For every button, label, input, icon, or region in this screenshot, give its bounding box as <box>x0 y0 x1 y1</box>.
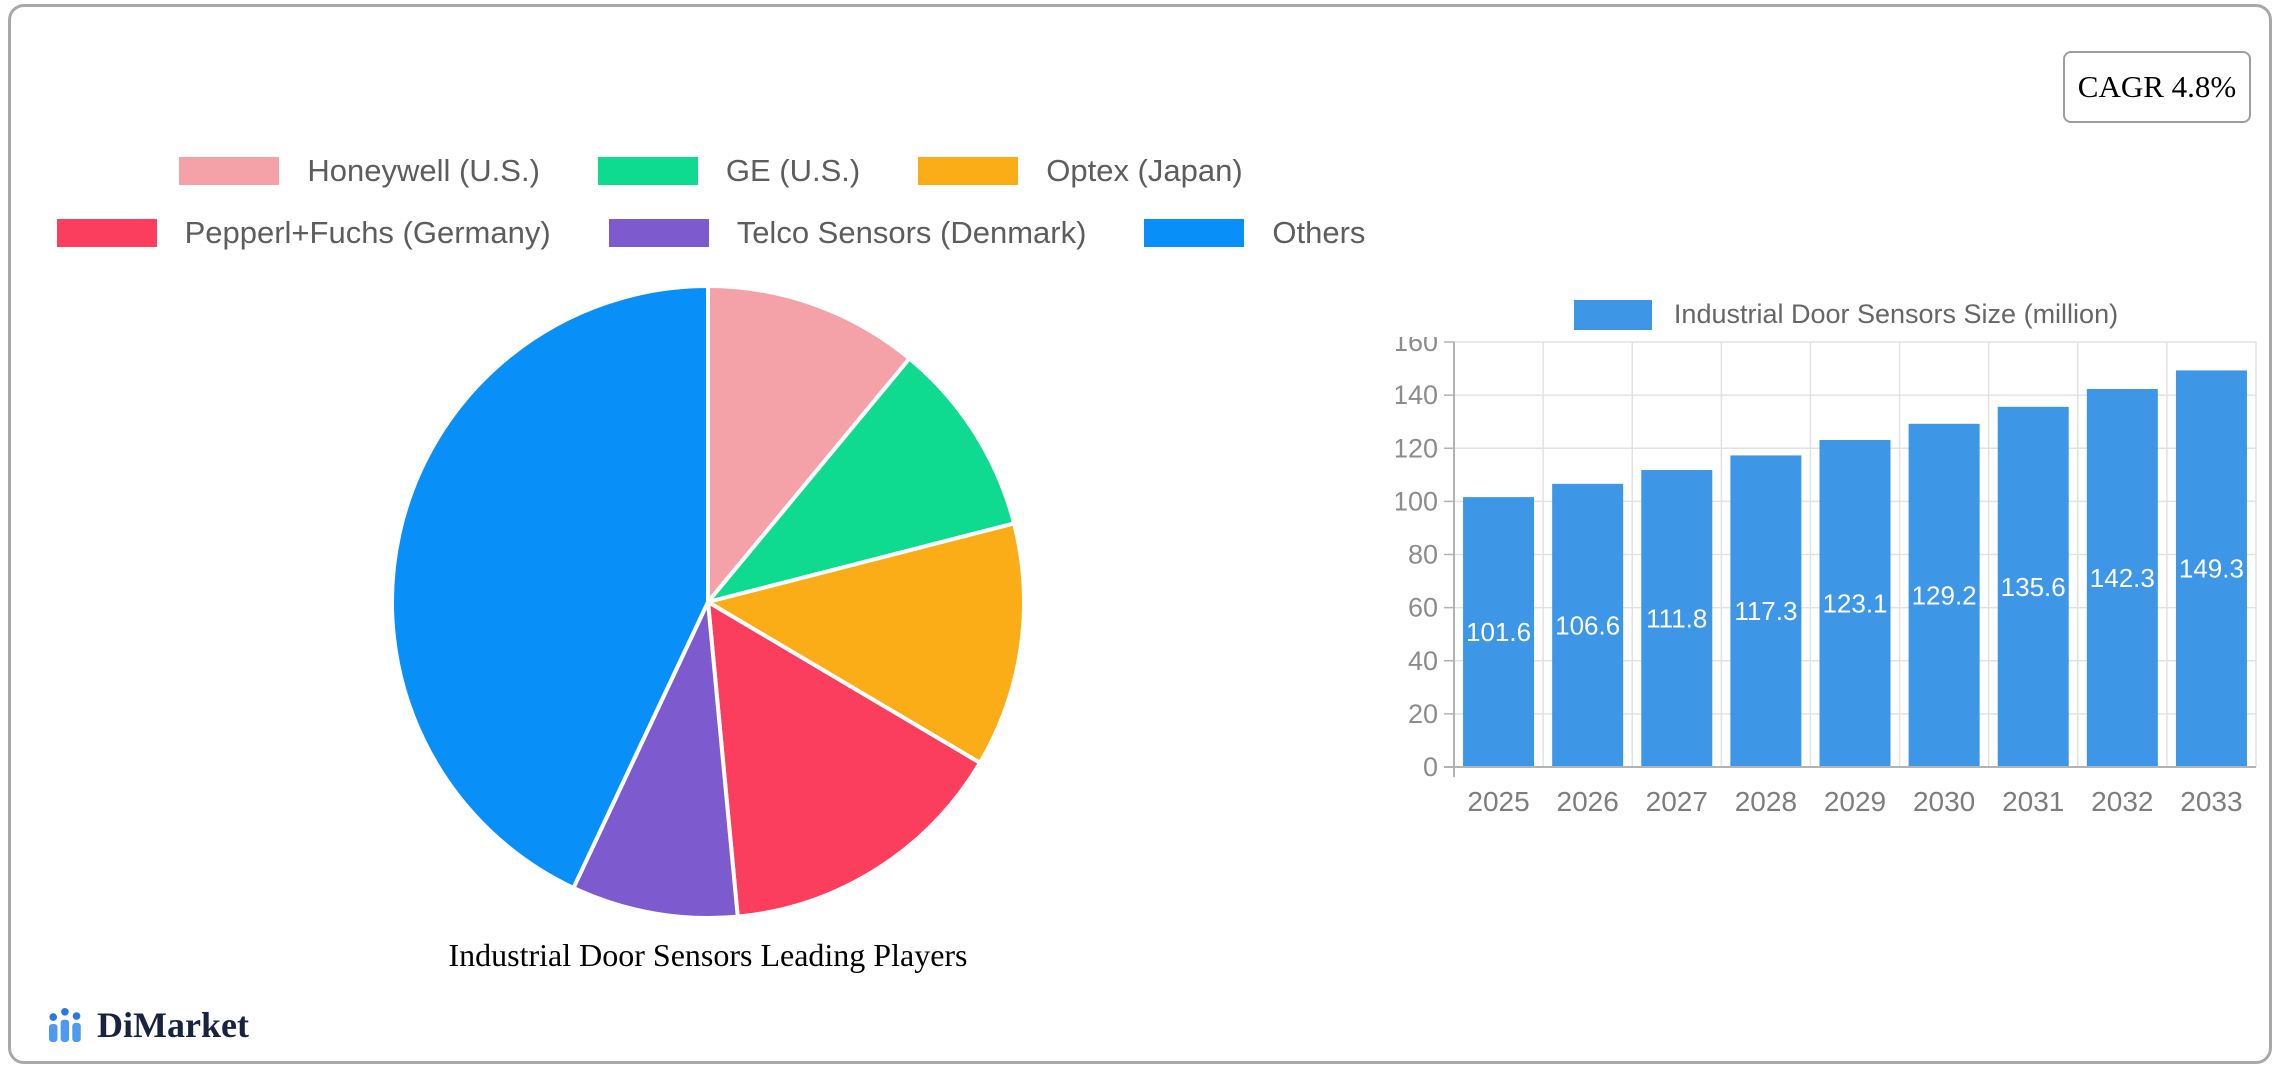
legend-item[interactable]: Telco Sensors (Denmark) <box>608 215 1087 251</box>
pie-slice[interactable] <box>706 521 1026 765</box>
bar[interactable] <box>2086 389 2158 767</box>
bar[interactable] <box>1641 470 1713 767</box>
legend-item[interactable]: Optex (Japan) <box>918 153 1243 189</box>
bar-value-label: 106.6 <box>1555 610 1620 640</box>
pie-slice[interactable] <box>706 284 912 604</box>
bar[interactable] <box>1997 406 2069 767</box>
x-axis-label: 2027 <box>1646 786 1708 817</box>
logo-dot <box>61 1007 69 1016</box>
y-tick-label: 60 <box>1408 593 1438 623</box>
pie-legend-row: Pepperl+Fuchs (Germany) Telco Sensors (De… <box>56 215 1365 251</box>
logo-bar <box>49 1023 58 1042</box>
logo-dot <box>49 1013 58 1021</box>
bar[interactable] <box>2175 370 2247 767</box>
bar[interactable] <box>1730 455 1802 767</box>
x-axis-label: 2028 <box>1735 786 1797 817</box>
x-axis-label: 2030 <box>1913 786 1975 817</box>
pie-chart <box>390 284 1026 920</box>
bar-legend-label: Industrial Door Sensors Size (million) <box>1673 299 2119 329</box>
bar-value-label: 123.1 <box>1822 589 1887 619</box>
bar-chart-legend[interactable]: Industrial Door Sensors Size (million) <box>1406 299 2280 330</box>
bar-chart: 0 20 40 60 80 100 120 140 160 101.6 106.6 111.8 117.… <box>1396 337 2257 817</box>
bar[interactable] <box>1908 423 1980 767</box>
legend-swatch <box>597 157 698 185</box>
y-tick-label: 20 <box>1408 699 1438 729</box>
pie-slice[interactable] <box>706 600 982 919</box>
bar-chart-logo-icon <box>49 1007 81 1042</box>
legend-label: Telco Sensors (Denmark) <box>736 215 1087 250</box>
legend-swatch <box>1144 219 1245 247</box>
legend-item[interactable]: GE (U.S.) <box>597 153 861 189</box>
legend-label: Pepperl+Fuchs (Germany) <box>184 215 551 250</box>
legend-swatch <box>179 157 280 185</box>
pie-slice[interactable] <box>571 600 740 920</box>
bar-value-label: 101.6 <box>1466 617 1531 647</box>
logo-bar <box>60 1019 70 1042</box>
bar[interactable] <box>1552 483 1624 767</box>
y-tick-label: 140 <box>1396 380 1438 410</box>
x-axis-label: 2025 <box>1467 786 1529 817</box>
bar-value-label: 117.3 <box>1734 596 1797 626</box>
y-tick-label: 80 <box>1408 540 1438 570</box>
x-axis-label: 2031 <box>2002 786 2064 817</box>
cagr-badge: CAGR 4.8% <box>2063 51 2251 123</box>
x-axis-label: 2033 <box>2180 786 2242 817</box>
x-axis-label: 2032 <box>2091 786 2153 817</box>
pie-legend: Honeywell (U.S.) GE (U.S.) Optex (Japan) Pe… <box>56 153 1365 251</box>
legend-label: Optex (Japan) <box>1046 153 1243 188</box>
bar-value-label: 149.3 <box>2179 554 2244 584</box>
pie-slice[interactable] <box>390 284 710 890</box>
legend-swatch <box>56 219 157 247</box>
bar[interactable] <box>1819 440 1891 767</box>
x-axis-label: 2029 <box>1824 786 1886 817</box>
bar-legend-swatch <box>1573 299 1652 330</box>
y-tick-label: 160 <box>1396 337 1438 357</box>
pie-chart-title: Industrial Door Sensors Leading Players <box>448 937 968 973</box>
legend-label: Honeywell (U.S.) <box>307 153 540 188</box>
legend-item[interactable]: Honeywell (U.S.) <box>179 153 540 189</box>
bar-value-label: 111.8 <box>1646 604 1707 634</box>
legend-swatch <box>918 157 1019 185</box>
legend-label: GE (U.S.) <box>725 153 861 188</box>
y-tick-label: 120 <box>1396 433 1438 463</box>
bar-value-label: 135.6 <box>2001 572 2066 602</box>
report-card: CAGR 4.8% Honeywell (U.S.) GE (U.S.) Optex… <box>8 4 2272 1064</box>
legend-item[interactable]: Others <box>1144 215 1365 251</box>
logo-bar <box>72 1022 81 1042</box>
brand-logo[interactable]: DiMarket <box>47 1007 249 1043</box>
bar-value-label: 142.3 <box>2090 563 2155 593</box>
x-axis-label: 2026 <box>1557 786 1619 817</box>
y-tick-label: 40 <box>1408 646 1438 676</box>
legend-label: Others <box>1272 215 1366 250</box>
legend-swatch <box>608 219 709 247</box>
bar[interactable] <box>1463 497 1535 767</box>
logo-dot <box>72 1012 81 1020</box>
pie-legend-row: Honeywell (U.S.) GE (U.S.) Optex (Japan) <box>179 153 1243 189</box>
brand-logo-text: DiMarket <box>97 1005 249 1045</box>
bar-value-label: 129.2 <box>1912 580 1977 610</box>
cagr-label: CAGR 4.8% <box>2077 69 2237 104</box>
y-tick-label: 0 <box>1423 752 1438 782</box>
y-tick-label: 100 <box>1396 486 1438 516</box>
legend-item[interactable]: Pepperl+Fuchs (Germany) <box>56 215 551 251</box>
